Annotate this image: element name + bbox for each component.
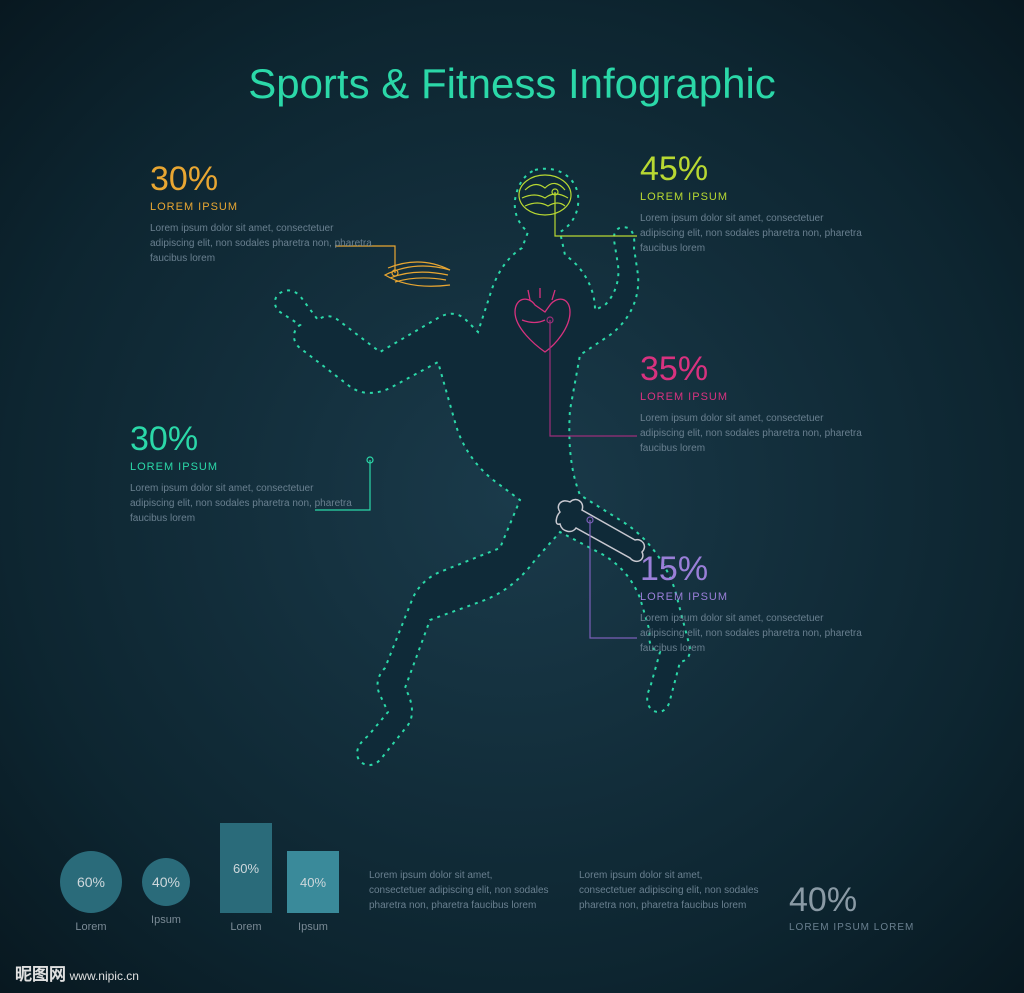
callout-heart: 35% LOREM IPSUM Lorem ipsum dolor sit amet… [640, 350, 870, 456]
callout-body-percent: 30% [130, 420, 360, 459]
callout-body: 30% LOREM IPSUM Lorem ipsum dolor sit amet… [130, 420, 360, 526]
circle-0: 60% [60, 851, 122, 913]
callout-shoulder: 30% LOREM IPSUM Lorem ipsum dolor sit amet… [150, 160, 380, 266]
callout-heart-subtitle: LOREM IPSUM [640, 391, 870, 403]
bar-stat-0: 60% Lorem [220, 823, 272, 933]
callout-brain-subtitle: LOREM IPSUM [640, 191, 870, 203]
callout-bone-subtitle: LOREM IPSUM [640, 591, 870, 603]
bar-0-label: Lorem [220, 921, 272, 933]
watermark: 昵图网 www.nipic.cn [15, 960, 139, 985]
callout-brain: 45% LOREM IPSUM Lorem ipsum dolor sit amet… [640, 150, 870, 256]
bottom-text-2: Lorem ipsum dolor sit amet, consectetuer… [579, 868, 759, 933]
circle-0-label: Lorem [60, 921, 122, 933]
bar-0: 60% [220, 823, 272, 913]
bar-stat-1: 40% Ipsum [287, 851, 339, 933]
callout-bone: 15% LOREM IPSUM Lorem ipsum dolor sit amet… [640, 550, 870, 656]
big-percent-subtitle: LOREM IPSUM LOREM [789, 922, 914, 933]
bottom-text-1: Lorem ipsum dolor sit amet, consectetuer… [369, 868, 549, 933]
callout-bone-percent: 15% [640, 550, 870, 589]
circle-1: 40% [142, 858, 190, 906]
infographic-title: Sports & Fitness Infographic [0, 60, 1024, 108]
callout-shoulder-body: Lorem ipsum dolor sit amet, consectetuer… [150, 221, 380, 266]
bar-1-label: Ipsum [287, 921, 339, 933]
bar-chart-group: 60% Lorem 40% Ipsum [220, 823, 339, 933]
callout-brain-body: Lorem ipsum dolor sit amet, consectetuer… [640, 211, 870, 256]
callout-heart-body: Lorem ipsum dolor sit amet, consectetuer… [640, 411, 870, 456]
watermark-brand: 昵图网 [15, 965, 66, 984]
big-percent-value: 40% [789, 881, 914, 920]
callout-shoulder-subtitle: LOREM IPSUM [150, 201, 380, 213]
circle-stat-1: 40% Ipsum [142, 858, 190, 926]
circle-stat-0: 60% Lorem [60, 851, 122, 933]
callout-heart-percent: 35% [640, 350, 870, 389]
circle-1-label: Ipsum [142, 914, 190, 926]
callout-brain-percent: 45% [640, 150, 870, 189]
bottom-big-percent: 40% LOREM IPSUM LOREM [789, 881, 914, 933]
bottom-stats-row: 60% Lorem 40% Ipsum 60% Lorem 40% Ipsum Lorem … [60, 823, 964, 933]
callout-body-subtitle: LOREM IPSUM [130, 461, 360, 473]
callout-body-body: Lorem ipsum dolor sit amet, consectetuer… [130, 481, 360, 526]
callout-bone-body: Lorem ipsum dolor sit amet, consectetuer… [640, 611, 870, 656]
bar-1: 40% [287, 851, 339, 913]
circle-chart-group: 60% Lorem 40% Ipsum [60, 851, 190, 933]
callout-shoulder-percent: 30% [150, 160, 380, 199]
watermark-url: www.nipic.cn [70, 969, 139, 983]
shoulder-muscle-icon [385, 262, 450, 286]
